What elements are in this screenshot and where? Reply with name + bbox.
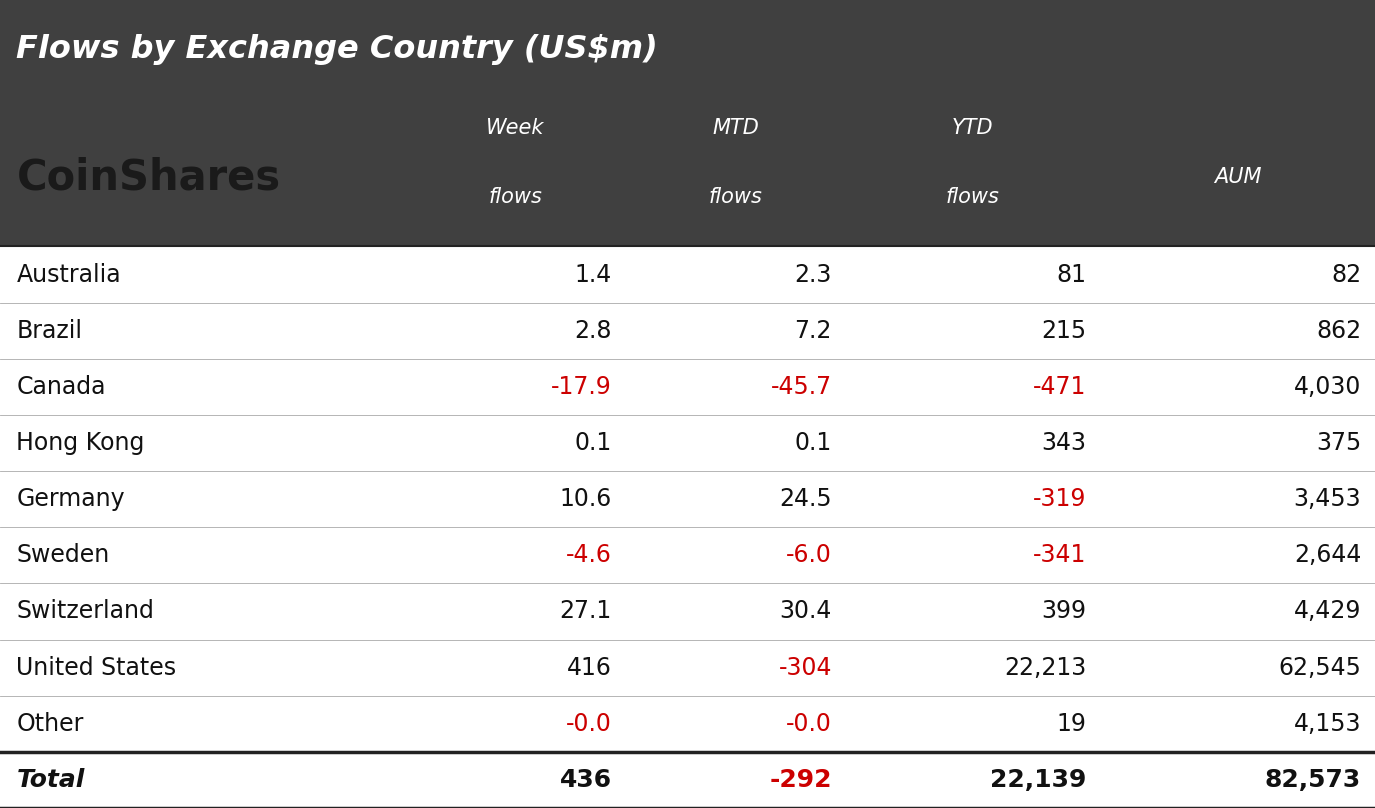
Text: 4,030: 4,030	[1294, 375, 1361, 399]
Text: 4,429: 4,429	[1294, 600, 1361, 624]
Text: 2.8: 2.8	[575, 318, 612, 343]
Bar	[0, 246, 1375, 808]
Text: MTD: MTD	[712, 118, 759, 138]
Text: 19: 19	[1056, 712, 1086, 736]
Text: Flows by Exchange Country (US$m): Flows by Exchange Country (US$m)	[16, 34, 659, 65]
Text: flows: flows	[708, 187, 763, 207]
Text: 399: 399	[1041, 600, 1086, 624]
Text: 2.3: 2.3	[795, 263, 832, 287]
Text: United States: United States	[16, 655, 176, 680]
Text: 215: 215	[1041, 318, 1086, 343]
Text: Brazil: Brazil	[16, 318, 82, 343]
Text: Hong Kong: Hong Kong	[16, 431, 144, 455]
Text: 82: 82	[1331, 263, 1361, 287]
Text: -292: -292	[770, 768, 832, 792]
Text: Switzerland: Switzerland	[16, 600, 154, 624]
Text: 30.4: 30.4	[780, 600, 832, 624]
Text: 22,139: 22,139	[990, 768, 1086, 792]
Text: -471: -471	[1033, 375, 1086, 399]
Text: flows: flows	[488, 187, 543, 207]
Text: 10.6: 10.6	[560, 487, 612, 511]
Text: 0.1: 0.1	[795, 431, 832, 455]
Text: Sweden: Sweden	[16, 543, 110, 567]
Text: Australia: Australia	[16, 263, 121, 287]
Text: -341: -341	[1033, 543, 1086, 567]
Text: 862: 862	[1316, 318, 1361, 343]
Text: 81: 81	[1056, 263, 1086, 287]
Text: Canada: Canada	[16, 375, 106, 399]
Text: -0.0: -0.0	[786, 712, 832, 736]
Text: 1.4: 1.4	[575, 263, 612, 287]
Text: -17.9: -17.9	[551, 375, 612, 399]
Text: 3,453: 3,453	[1294, 487, 1361, 511]
Text: 4,153: 4,153	[1294, 712, 1361, 736]
Text: Total: Total	[16, 768, 85, 792]
Text: 24.5: 24.5	[780, 487, 832, 511]
Bar	[0, 0, 1375, 246]
Text: 416: 416	[566, 655, 612, 680]
Text: 82,573: 82,573	[1265, 768, 1361, 792]
Text: 2,644: 2,644	[1294, 543, 1361, 567]
Text: 436: 436	[560, 768, 612, 792]
Text: 62,545: 62,545	[1279, 655, 1361, 680]
Text: 27.1: 27.1	[560, 600, 612, 624]
Text: 375: 375	[1316, 431, 1361, 455]
Text: 22,213: 22,213	[1004, 655, 1086, 680]
Text: 0.1: 0.1	[575, 431, 612, 455]
Text: AUM: AUM	[1214, 167, 1261, 187]
Text: YTD: YTD	[951, 118, 994, 138]
Text: Week: Week	[487, 118, 544, 138]
Text: -319: -319	[1033, 487, 1086, 511]
Text: -304: -304	[778, 655, 832, 680]
Text: Germany: Germany	[16, 487, 125, 511]
Text: CoinShares: CoinShares	[16, 157, 280, 199]
Text: -4.6: -4.6	[566, 543, 612, 567]
Text: -6.0: -6.0	[786, 543, 832, 567]
Text: -0.0: -0.0	[566, 712, 612, 736]
Text: 343: 343	[1041, 431, 1086, 455]
Text: 7.2: 7.2	[795, 318, 832, 343]
Text: -45.7: -45.7	[771, 375, 832, 399]
Text: flows: flows	[946, 187, 1000, 207]
Text: Other: Other	[16, 712, 84, 736]
